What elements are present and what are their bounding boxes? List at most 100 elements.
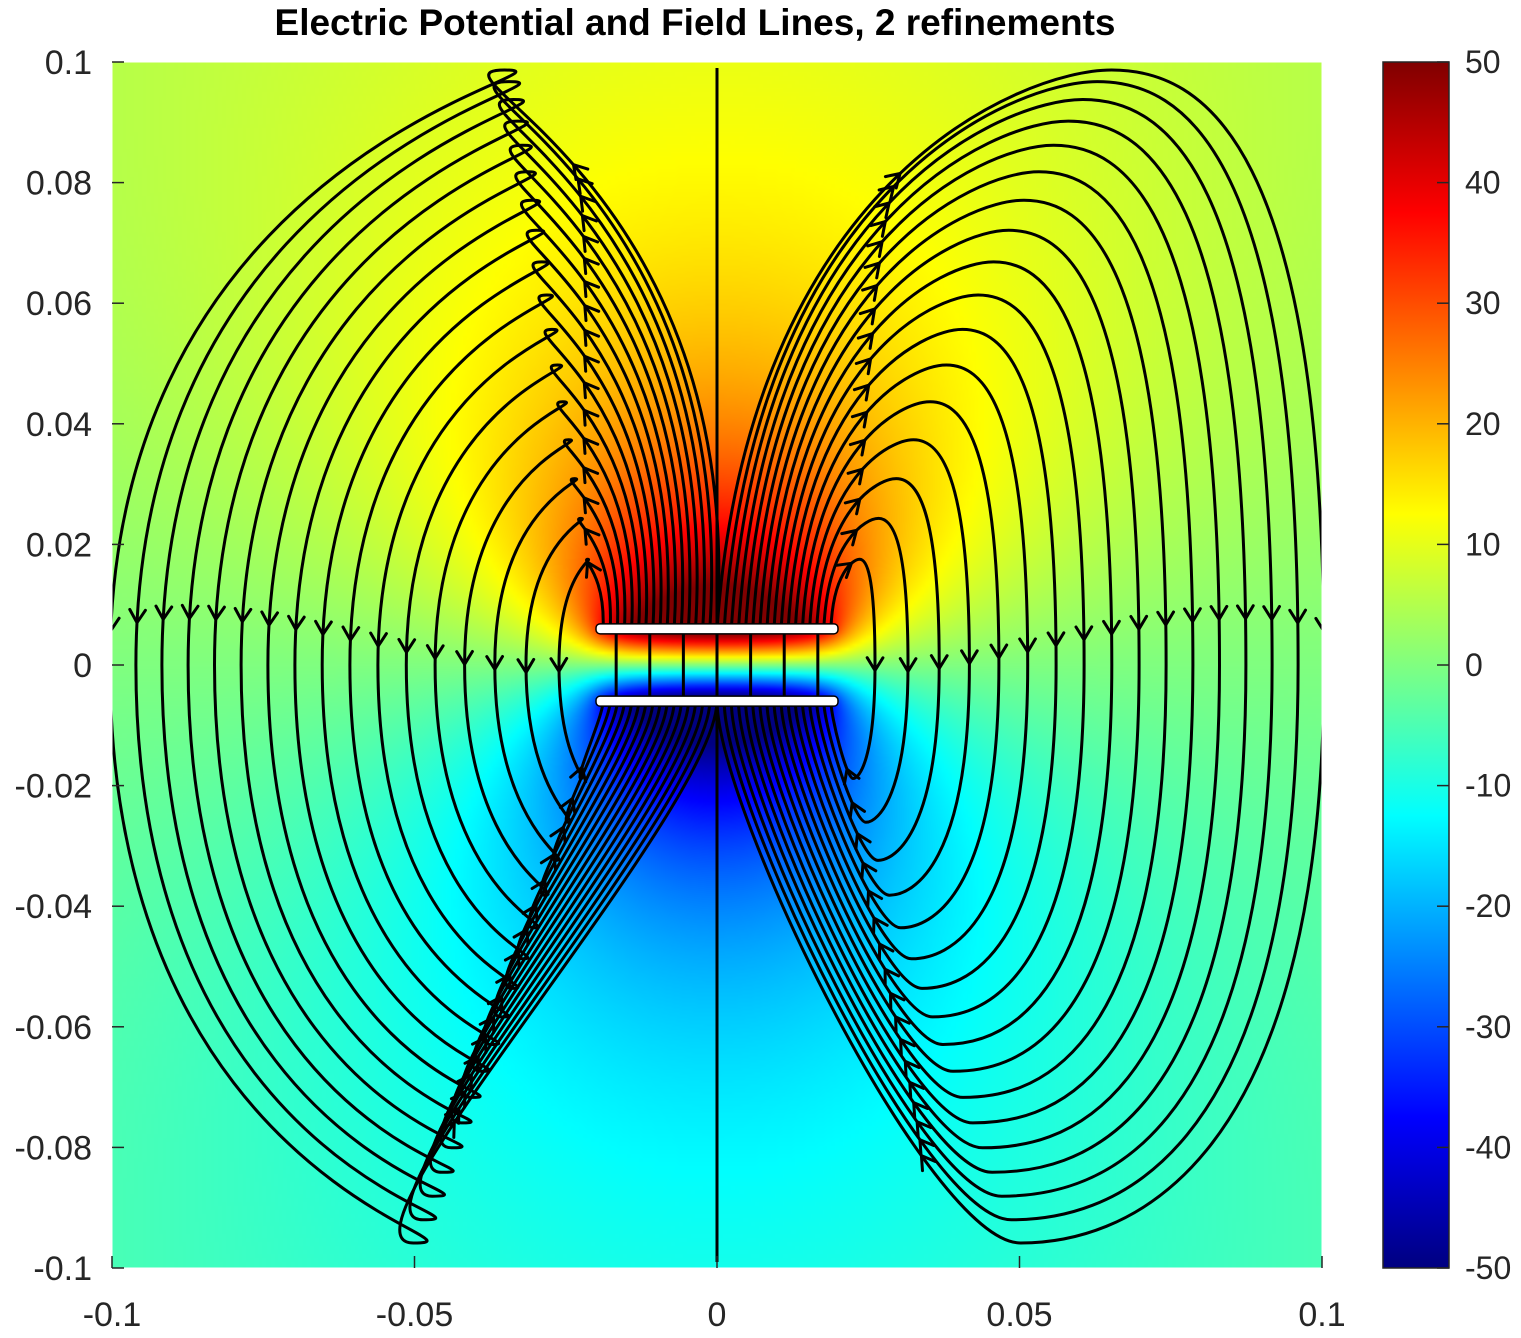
field-line-arrow bbox=[894, 1015, 911, 1034]
field-line-arrow bbox=[912, 1101, 929, 1120]
field-line-path bbox=[293, 228, 670, 1073]
field-line-arrow bbox=[1262, 605, 1281, 621]
field-line-arrow bbox=[1102, 619, 1121, 636]
field-line-arrow bbox=[314, 619, 333, 636]
field-line-arrow bbox=[889, 991, 906, 1010]
field-line-arrow bbox=[866, 889, 884, 908]
colorbar-tick-label: 50 bbox=[1465, 44, 1501, 80]
field-line-arrow bbox=[1209, 604, 1229, 621]
field-line-arrow bbox=[860, 861, 878, 880]
field-line-arrow bbox=[128, 608, 147, 625]
field-line bbox=[779, 293, 1094, 1019]
field-line-arrow bbox=[585, 560, 602, 579]
field-line-arrow bbox=[903, 1059, 921, 1078]
field-line-arrow bbox=[846, 467, 864, 486]
x-tick-label: -0.1 bbox=[83, 1296, 142, 1334]
field-line-path bbox=[376, 327, 649, 990]
field-line bbox=[369, 327, 649, 990]
field-line bbox=[287, 228, 670, 1073]
field-line-arrow bbox=[842, 767, 861, 786]
colorbar-tick-label: -50 bbox=[1465, 1250, 1511, 1286]
colorbar: 50 40 30 20 10 0 -10 -20 -30 -40 -50 bbox=[1382, 44, 1511, 1286]
x-axis: -0.1 -0.05 0 0.05 0.1 bbox=[83, 1256, 1346, 1334]
field-line-path bbox=[320, 260, 663, 1047]
field-line-arrow bbox=[883, 967, 900, 986]
field-line-arrow bbox=[260, 610, 279, 627]
field-line-arrow bbox=[583, 354, 600, 373]
field-line-arrow bbox=[1183, 607, 1202, 624]
field-line-arrow bbox=[858, 307, 877, 326]
field-line bbox=[822, 516, 918, 824]
field-line bbox=[549, 557, 605, 784]
field-line-path bbox=[134, 80, 714, 1222]
field-line bbox=[815, 477, 949, 862]
field-line-arrow bbox=[583, 328, 601, 347]
field-line-arrow bbox=[861, 284, 879, 302]
field-line-arrow bbox=[840, 528, 858, 547]
field-line bbox=[800, 400, 1009, 930]
field-line-arrow bbox=[854, 357, 873, 376]
y-tick-label: 0.08 bbox=[26, 165, 92, 203]
field-line-arrow bbox=[856, 332, 875, 350]
field-line bbox=[233, 170, 685, 1125]
field-line bbox=[793, 363, 1037, 961]
y-tick-label: 0.02 bbox=[26, 526, 92, 564]
field-line bbox=[314, 260, 663, 1047]
field-line-arrow bbox=[485, 655, 504, 671]
negative-plate bbox=[595, 695, 839, 707]
colorbar-tick-label: -20 bbox=[1465, 888, 1511, 924]
field-line-arrow bbox=[549, 656, 569, 673]
field-line-arrow bbox=[989, 643, 1009, 660]
y-axis: 0.1 0.08 0.06 0.04 0.02 0 -0.02 -0.04 -0.06 -0.08… bbox=[15, 44, 124, 1288]
field-line-arrow bbox=[898, 657, 918, 673]
field-line bbox=[808, 438, 979, 897]
colorbar-tick-label: 40 bbox=[1465, 165, 1501, 201]
field-line-path bbox=[266, 198, 677, 1099]
field-line-arrow bbox=[455, 650, 474, 666]
colorbar-tick-label: -40 bbox=[1465, 1129, 1511, 1165]
field-line-arrow bbox=[873, 201, 891, 220]
field-line bbox=[744, 143, 1229, 1150]
field-line bbox=[516, 516, 612, 824]
positive-plate bbox=[595, 623, 839, 635]
field-line-arrow bbox=[583, 304, 601, 322]
field-lines bbox=[112, 68, 1322, 1262]
field-line-path bbox=[751, 170, 1195, 1125]
y-tick-label: 0.06 bbox=[26, 285, 92, 323]
x-tick-label: 0 bbox=[708, 1296, 727, 1334]
field-line bbox=[772, 260, 1121, 1047]
field-line-path bbox=[715, 68, 1322, 1245]
field-line-arrow bbox=[872, 916, 889, 935]
chart-title: Electric Potential and Field Lines, 2 re… bbox=[275, 2, 1116, 43]
field-line-arrow bbox=[908, 1080, 925, 1099]
capacitor-plates bbox=[595, 623, 839, 707]
field-line-arrow bbox=[919, 1154, 937, 1173]
field-line-arrow bbox=[582, 235, 600, 253]
field-line-arrow bbox=[582, 408, 600, 427]
field-line bbox=[737, 119, 1255, 1174]
field-line-arrow bbox=[582, 257, 600, 275]
colorbar-tick-label: 30 bbox=[1465, 285, 1501, 321]
field-line-path bbox=[793, 363, 1030, 961]
field-line-arrow bbox=[397, 637, 417, 654]
field-line bbox=[455, 438, 627, 897]
field-line-arrow bbox=[1288, 608, 1307, 625]
field-line-arrow bbox=[425, 644, 445, 660]
field-line-arrow bbox=[569, 765, 588, 784]
field-line-arrow bbox=[918, 1138, 936, 1157]
plot-area bbox=[112, 62, 1322, 1268]
field-line-path bbox=[160, 97, 706, 1198]
field-line-arrow bbox=[112, 616, 121, 632]
field-line-arrow bbox=[549, 825, 567, 844]
field-line-arrow bbox=[883, 172, 902, 190]
field-line-arrow bbox=[869, 220, 887, 238]
field-line-arrow bbox=[207, 604, 226, 621]
x-tick-label: 0.1 bbox=[1298, 1296, 1345, 1334]
field-line-arrow bbox=[915, 1120, 933, 1139]
colorbar-tick-label: 20 bbox=[1465, 406, 1501, 442]
field-line-arrow bbox=[233, 607, 253, 624]
field-line bbox=[485, 477, 620, 862]
field-line-arrow bbox=[580, 214, 598, 233]
field-line-path bbox=[112, 68, 721, 1245]
field-line-arrow bbox=[1046, 631, 1066, 648]
